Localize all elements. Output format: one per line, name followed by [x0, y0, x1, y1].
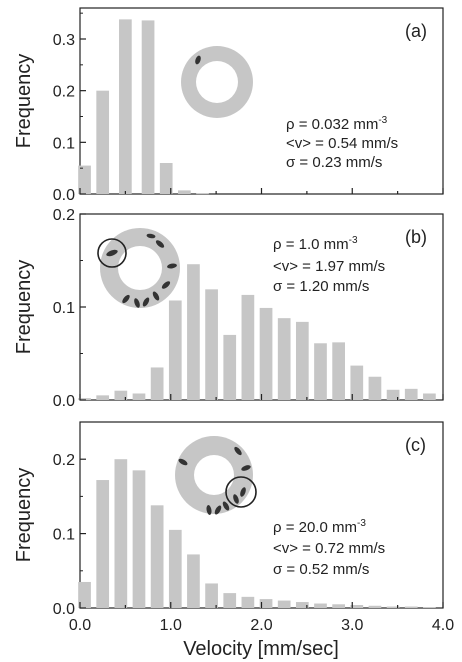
panel-c-bar — [314, 603, 327, 608]
panel-a-ytick-label: 0.1 — [53, 135, 75, 152]
panel-a-bar — [96, 90, 110, 194]
panel-c-bar — [368, 605, 382, 608]
panel-b-bar — [404, 388, 418, 400]
panel-b-bar — [368, 376, 382, 400]
panel-b-ring-inset — [97, 228, 180, 308]
panel-a-ring-inset — [181, 46, 253, 118]
panel-a-ytick-label: 0.2 — [53, 84, 75, 101]
panel-c-mean: <v> = 0.72 mm/s — [273, 540, 385, 557]
panel-c-ytick-label: 0.0 — [53, 601, 75, 618]
panel-a-bar — [159, 163, 173, 194]
panel-b-sigma: σ = 1.20 mm/s — [273, 278, 369, 295]
panel-c-bars — [78, 459, 436, 608]
panel-c-bar — [78, 581, 91, 608]
panel-c-bar — [386, 606, 400, 608]
panel-a-bar — [119, 19, 132, 194]
panel-c-bar — [132, 470, 146, 608]
panel-c-ylabel: Frequency — [13, 468, 35, 563]
panel-c-bar — [96, 480, 110, 608]
panel-c-bar — [168, 529, 182, 608]
x-tick-label: 3.0 — [341, 617, 363, 634]
panel-a-bar — [178, 190, 191, 194]
panel-c-bar — [187, 554, 200, 608]
x-tick-label: 0.0 — [69, 617, 91, 634]
panel-b-bar — [350, 365, 364, 400]
panel-b-bar — [78, 398, 91, 400]
x-axis-label: Velocity [mm/sec] — [183, 638, 339, 660]
panel-a-bars — [78, 19, 209, 195]
x-tick-label: 2.0 — [250, 617, 272, 634]
panel-c-density: ρ = 20.0 mm-3 — [273, 518, 366, 536]
panel-c-bar — [404, 606, 418, 608]
panel-a-sigma: σ = 0.23 mm/s — [286, 154, 382, 171]
panel-c-bar — [241, 596, 255, 608]
panel-c-bar — [259, 599, 273, 608]
panel-b-ytick-label: 0.0 — [53, 393, 75, 410]
panel-a-bar — [78, 165, 91, 194]
panel-b-bar — [223, 334, 237, 400]
panel-a-density: ρ = 0.032 mm-3 — [286, 115, 388, 133]
panel-c-bar — [223, 593, 237, 608]
panel-c-bar — [350, 605, 364, 608]
panel-c-ytick-label: 0.2 — [53, 452, 75, 469]
panel-b-bar — [332, 342, 345, 400]
panel-b-bar — [150, 367, 164, 400]
panel-c-bar — [423, 607, 436, 608]
panel-c-bar — [295, 602, 309, 608]
panel-a-frame — [79, 7, 444, 195]
panel-b-bar — [295, 321, 309, 400]
panel-c-ytick-label: 0.1 — [53, 527, 75, 544]
panel-c-bar — [205, 583, 218, 608]
panel-b-bar — [241, 294, 255, 400]
panel-b-ytick-label: 0.1 — [53, 300, 75, 317]
panel-c-bar — [332, 604, 345, 608]
x-tick-label: 1.0 — [160, 617, 182, 634]
panel-b-bar — [259, 307, 273, 400]
panel-b-bar — [114, 390, 128, 400]
panel-b-bar — [277, 318, 291, 400]
panel-a-ytick-label: 0.3 — [53, 32, 75, 49]
panel-b-ylabel: Frequency — [13, 260, 35, 355]
panel-b-bar — [205, 289, 218, 400]
panel-b-mean: <v> = 1.97 mm/s — [273, 258, 385, 275]
panel-b-bar — [314, 343, 327, 400]
panel-b-bar — [423, 393, 436, 400]
panel-a-ytick-label: 0.0 — [53, 187, 75, 204]
panel-b-bar — [132, 393, 146, 400]
axis-ticks: 0.0 0.1 0.2 0.3 0.0 0.1 0.2 0.0 0.1 0.2 0.0 1.0 2.0 3… — [53, 12, 454, 634]
panel-a-ylabel: Frequency — [13, 54, 35, 149]
panel-c-bar — [114, 459, 128, 608]
panel-c-bar — [277, 600, 291, 608]
panel-c-ring-inset — [175, 436, 257, 515]
panel-b-bar — [386, 389, 400, 400]
panel-c-sigma: σ = 0.52 mm/s — [273, 561, 369, 578]
panel-b-bars — [78, 264, 436, 400]
panel-a-label: (a) — [405, 21, 427, 41]
panel-b-bar — [187, 264, 200, 400]
panel-b-bar — [168, 300, 182, 400]
panel-b-label: (b) — [405, 227, 427, 247]
panel-b-density: ρ = 1.0 mm-3 — [273, 235, 358, 253]
panel-b-ytick-label: 0.2 — [53, 207, 75, 224]
panel-a-mean: <v> = 0.54 mm/s — [286, 135, 398, 152]
panel-a-bar — [196, 193, 209, 195]
panel-c-bar — [150, 505, 164, 608]
panel-c-label: (c) — [405, 435, 426, 455]
x-tick-label: 4.0 — [432, 617, 454, 634]
panel-a-bar — [141, 20, 155, 195]
panel-b-bar — [96, 395, 110, 400]
